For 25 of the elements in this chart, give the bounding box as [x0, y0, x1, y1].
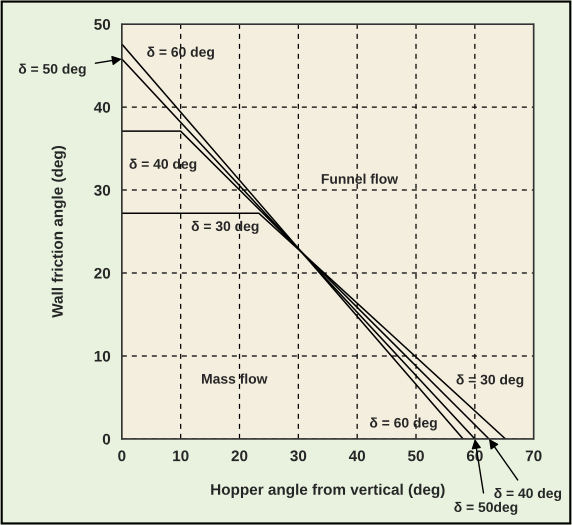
annotation: Funnel flow: [322, 174, 398, 184]
y-tick-label: 50: [94, 19, 110, 30]
x-tick-label: 40: [348, 450, 366, 462]
x-tick-label: 30: [290, 450, 306, 462]
annotation: δ = 50deg: [454, 502, 518, 515]
annotation: δ = 40 deg: [494, 488, 562, 501]
annotation: δ = 60 deg: [147, 46, 214, 60]
x-tick-label: 0: [118, 450, 126, 462]
y-tick-label: 0: [102, 434, 110, 445]
x-tick-label: 70: [526, 450, 542, 462]
annotation: δ = 60 deg: [370, 417, 437, 430]
y-tick-label: 30: [94, 184, 110, 196]
x-tick-label: 10: [173, 450, 189, 462]
y-tick-label: 20: [94, 268, 110, 279]
annotation: δ = 30 deg: [456, 374, 524, 388]
x-tick-label: 50: [408, 450, 424, 462]
x-tick-label: 20: [232, 450, 248, 462]
y-tick-label: 40: [94, 102, 110, 113]
annotation: Mass flow: [202, 374, 268, 384]
annotation: δ = 40 deg: [129, 158, 196, 172]
x-axis-title: Hopper angle from vertical (deg): [211, 484, 445, 498]
annotation: δ = 50 deg: [18, 64, 86, 77]
y-tick-label: 10: [94, 350, 110, 362]
annotation: δ = 30 deg: [192, 220, 258, 234]
y-axis-title: Wall friction angle (deg): [52, 146, 66, 318]
